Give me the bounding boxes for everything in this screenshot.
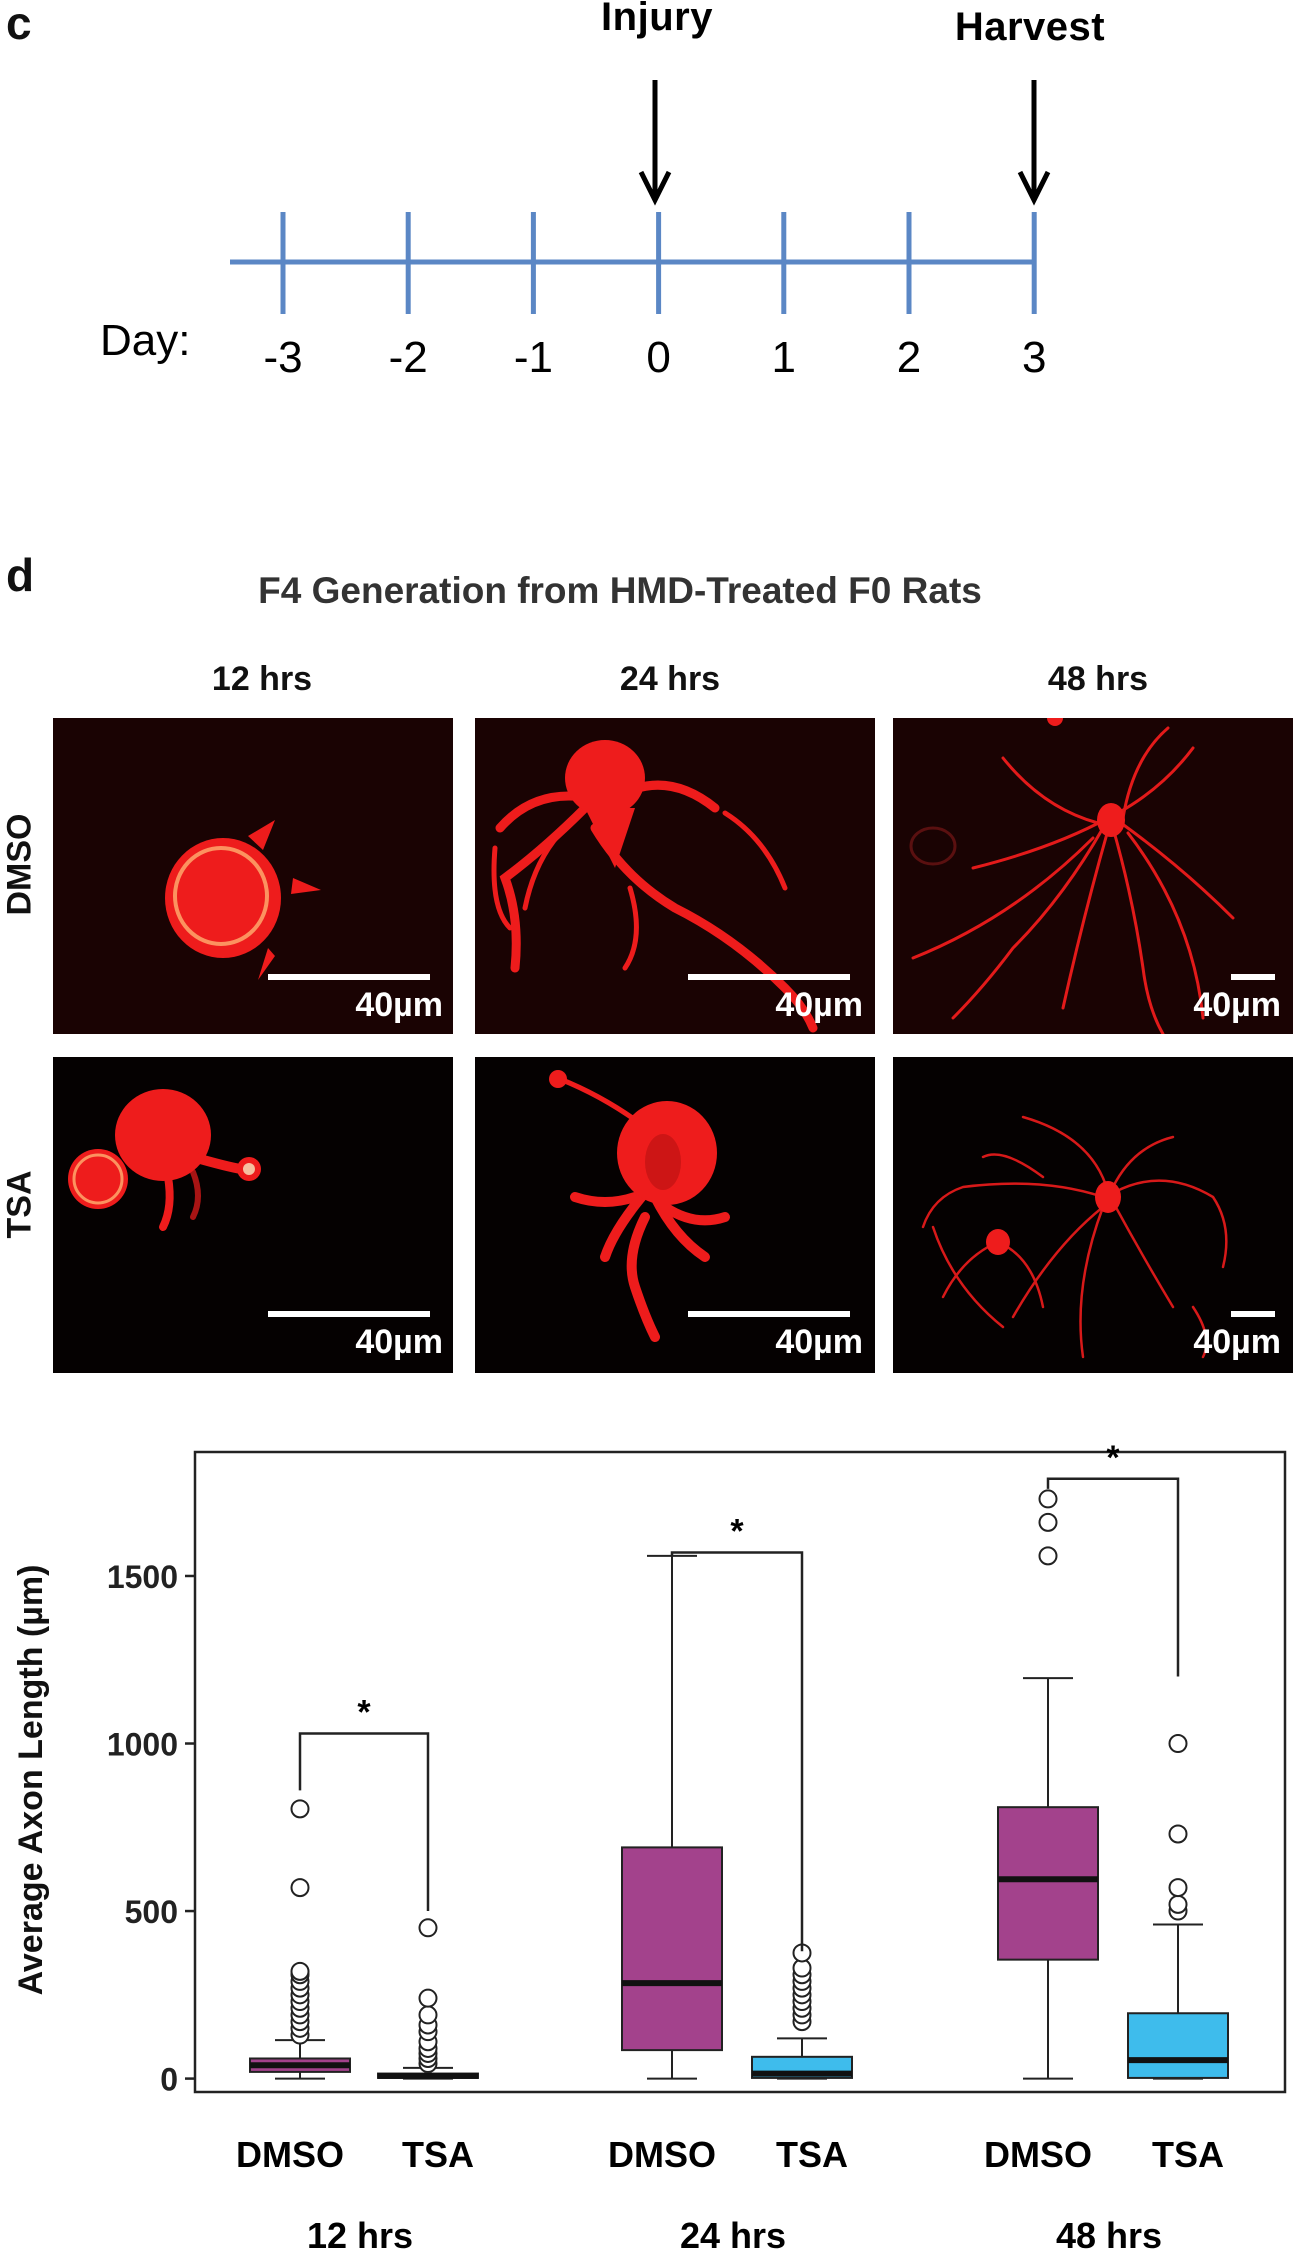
day-tick-label: -3	[263, 333, 302, 382]
micrograph-dmso-48hrs: 40µm	[893, 718, 1293, 1034]
box-series	[249, 1489, 1229, 2080]
x-series-label: TSA	[776, 2134, 848, 2175]
micrograph-dmso-12hrs: 40µm	[53, 718, 453, 1034]
outlier-point	[418, 1988, 438, 2008]
day-label: Day:	[100, 316, 190, 365]
outlier-point	[1038, 1512, 1058, 1532]
outlier-point	[1168, 1878, 1188, 1898]
x-series-label: DMSO	[236, 2134, 344, 2175]
scale-label: 40µm	[355, 1323, 443, 1361]
scale-label: 40µm	[1193, 986, 1281, 1024]
bracket-12hrs: *	[298, 1693, 430, 1912]
plot-frame	[193, 1450, 1287, 2094]
timeline-diagram: Injury Harvest Day: -3 -2 -1 0 1 2 3	[100, 0, 1105, 382]
scale-bar	[688, 974, 850, 980]
outlier-point	[1168, 1734, 1188, 1754]
scale-label: 40µm	[775, 986, 863, 1024]
micrograph-tsa-24hrs: 40µm	[475, 1057, 875, 1373]
scale-bar	[268, 974, 430, 980]
box-iqr	[621, 1846, 723, 2052]
panel-c-letter: c	[6, 0, 32, 49]
y-tick-label: 1000	[107, 1727, 178, 1763]
day-tick-label: 0	[646, 333, 670, 382]
outlier-point	[1168, 1824, 1188, 1844]
box-tsa-48hrs	[1127, 1734, 1229, 2080]
box-tsa-12hrs	[377, 1918, 479, 2080]
y-tick-label: 1500	[107, 1559, 178, 1595]
significance-star: *	[357, 1693, 371, 1731]
day-tick-labels: -3 -2 -1 0 1 2 3	[263, 333, 1046, 382]
outlier-point	[418, 2005, 438, 2025]
outlier-point	[1168, 1894, 1188, 1914]
box-dmso-24hrs	[621, 1554, 723, 2080]
y-tick-label: 0	[160, 2062, 178, 2098]
significance-star: *	[1106, 1440, 1120, 1477]
harvest-arrow	[1017, 80, 1051, 206]
injury-arrow	[638, 80, 672, 206]
box-tsa-24hrs	[751, 1943, 853, 2080]
day-tick-label: -2	[389, 333, 428, 382]
x-group-label: 48 hrs	[1056, 2215, 1162, 2256]
outlier-point	[418, 1918, 438, 1938]
outlier-point	[290, 1799, 310, 1819]
day-tick-label: 2	[897, 333, 921, 382]
scale-bar	[688, 1311, 850, 1317]
scale-label: 40µm	[1193, 1323, 1281, 1361]
x-axis-labels: DMSO TSA 12 hrs DMSO TSA 24 hrs DMSO TSA 48 hrs	[236, 2134, 1224, 2256]
box-iqr	[1127, 2012, 1229, 2079]
bracket-line	[1046, 1477, 1180, 1677]
significance-star: *	[730, 1513, 744, 1551]
scale-label: 40µm	[355, 986, 443, 1024]
outlier-point	[1038, 1546, 1058, 1566]
x-group-label: 12 hrs	[307, 2215, 413, 2256]
x-series-label: DMSO	[608, 2134, 716, 2175]
micrograph-tsa-12hrs: 40µm	[53, 1057, 453, 1373]
micrograph-dmso-24hrs: 40µm	[475, 718, 875, 1034]
panel-d-letter: d	[6, 549, 35, 601]
injury-label: Injury	[601, 0, 713, 39]
bracket-24hrs: *	[670, 1513, 804, 1952]
scale-bar	[1231, 1311, 1275, 1317]
row-title-dmso: DMSO	[0, 813, 39, 916]
figure-title: F4 Generation from HMD-Treated F0 Rats	[258, 570, 982, 611]
day-tick-label: 3	[1022, 333, 1046, 382]
bracket-line	[670, 1551, 804, 1952]
x-series-label: TSA	[402, 2134, 474, 2175]
column-title-48hrs: 48 hrs	[1047, 660, 1149, 698]
outlier-point	[1038, 1489, 1058, 1509]
column-title-12hrs: 12 hrs	[211, 660, 313, 698]
x-group-label: 24 hrs	[680, 2215, 786, 2256]
y-axis-label: Average Axon Length (µm)	[12, 1565, 50, 1996]
column-title-24hrs: 24 hrs	[619, 660, 721, 698]
bracket-line	[298, 1732, 430, 1912]
box-dmso-12hrs	[249, 1799, 351, 2080]
significance-brackets: * * *	[298, 1440, 1180, 1952]
timeline-ticks	[280, 212, 1037, 314]
row-title-tsa: TSA	[0, 1170, 39, 1239]
box-dmso-48hrs	[997, 1489, 1099, 2080]
outlier-point	[290, 1961, 310, 1981]
y-axis: 0 500 1000 1500	[107, 1559, 195, 2098]
scale-bar	[1231, 974, 1275, 980]
harvest-label: Harvest	[955, 5, 1105, 49]
x-series-label: DMSO	[984, 2134, 1092, 2175]
x-series-label: TSA	[1152, 2134, 1224, 2175]
bracket-48hrs: *	[1046, 1440, 1180, 1677]
scale-label: 40µm	[775, 1323, 863, 1361]
day-tick-label: 1	[772, 333, 796, 382]
y-tick-label: 500	[125, 1894, 178, 1930]
scale-bar	[268, 1311, 430, 1317]
outlier-point	[290, 1878, 310, 1898]
day-tick-label: -1	[514, 333, 553, 382]
box-iqr	[997, 1806, 1099, 1961]
micrograph-tsa-48hrs: 40µm	[893, 1057, 1293, 1373]
